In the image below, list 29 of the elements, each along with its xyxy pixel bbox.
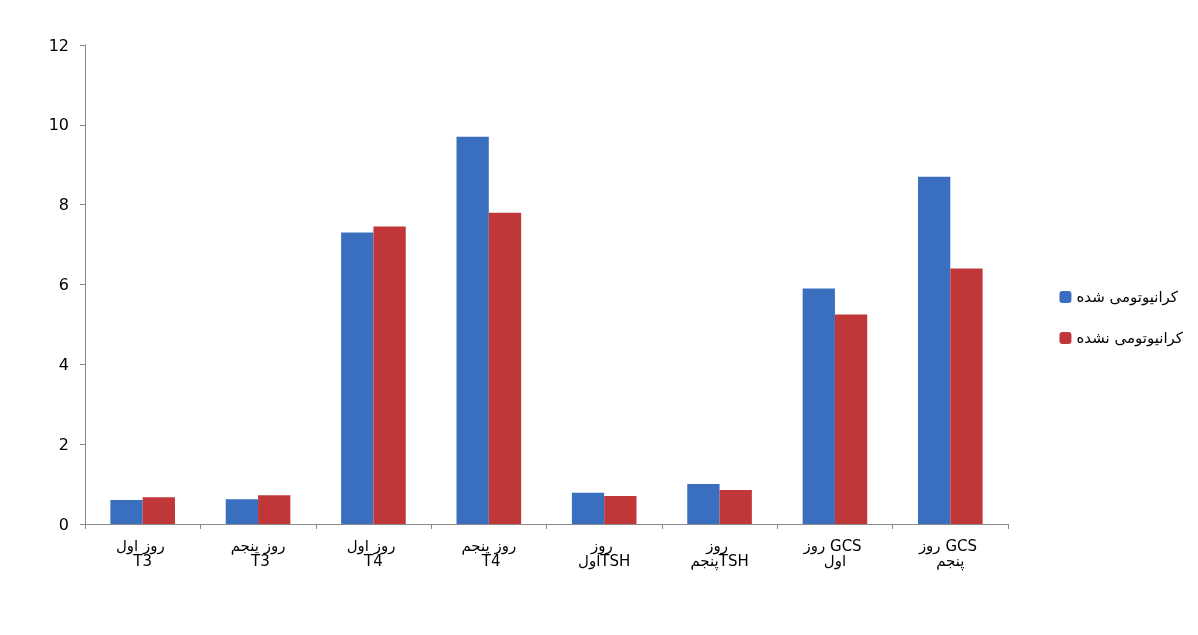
- bar: [488, 212, 522, 524]
- legend-label: کرانیوتومی شده: [1076, 288, 1179, 306]
- bar: [719, 490, 752, 524]
- x-tick-label: روز اولTSH: [578, 536, 631, 570]
- bar: [950, 268, 983, 524]
- bar: [225, 499, 259, 524]
- bar: [834, 314, 868, 524]
- bar: [918, 176, 951, 524]
- bar: [604, 496, 637, 524]
- bar: [571, 492, 605, 524]
- x-tick-label: روز GCS پنجم: [917, 536, 982, 571]
- legend-label: کرانیوتومی نشده: [1076, 329, 1184, 347]
- y-tick-label: 2: [58, 434, 69, 454]
- bar: [802, 288, 835, 524]
- y-tick-label: 8: [58, 195, 69, 215]
- bar: [110, 500, 143, 524]
- bar: [142, 497, 175, 524]
- y-tick-label: 0: [58, 514, 69, 534]
- x-tick-label: روز پنجمTSH: [690, 536, 749, 571]
- y-tick-label: 12: [48, 35, 69, 55]
- bar: [373, 226, 406, 524]
- x-tick-label: روز GCS اول: [802, 536, 867, 570]
- y-tick-label: 4: [58, 354, 69, 374]
- y-tick-label: 10: [48, 115, 69, 135]
- bar: [687, 484, 720, 524]
- bar: [456, 136, 489, 524]
- y-tick-label: 6: [58, 275, 69, 294]
- bar: [341, 232, 374, 524]
- bar: [258, 495, 291, 524]
